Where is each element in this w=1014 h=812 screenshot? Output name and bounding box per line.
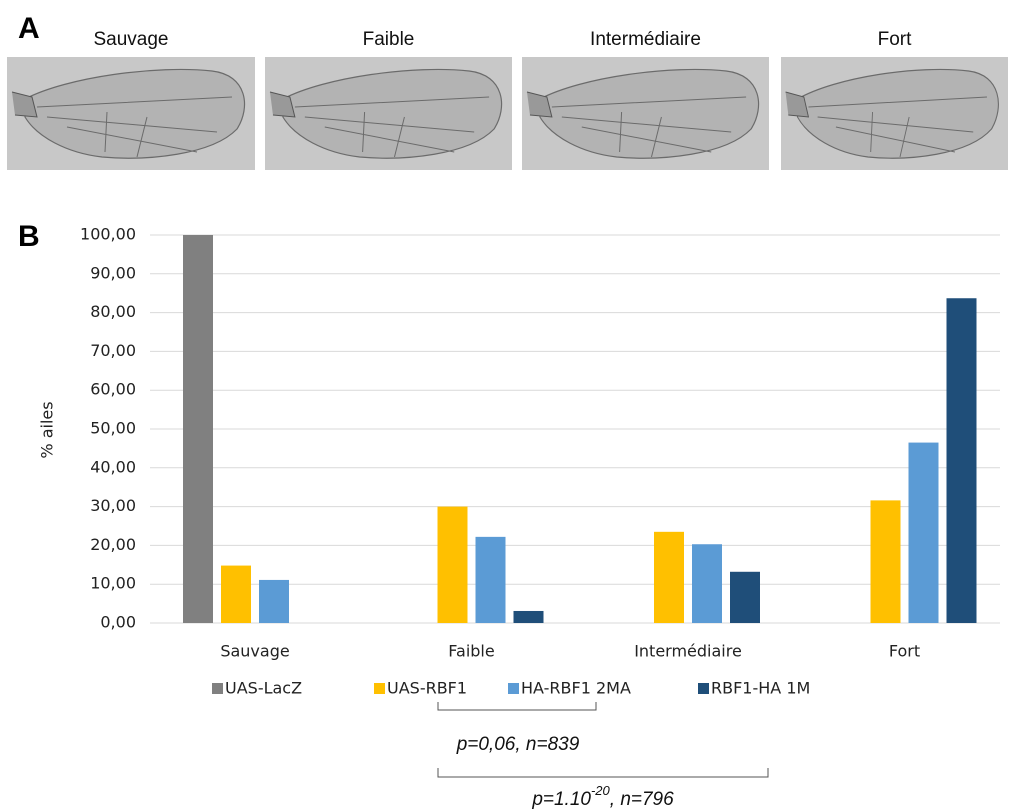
wing-veins (36, 96, 233, 158)
wing-shape (796, 68, 999, 159)
wing-shape (282, 68, 503, 159)
wing-shape (24, 68, 245, 159)
wing-hinge (526, 91, 553, 118)
wing (526, 68, 760, 159)
annotation: p=1.10-20, n=796 (531, 783, 674, 810)
wing (11, 68, 245, 159)
wing-hinge (11, 91, 38, 118)
bracket (437, 702, 597, 711)
legend-swatch (508, 683, 519, 694)
panel-label: B (18, 220, 40, 253)
bracket (437, 768, 769, 778)
y-tick-label: 40,00 (90, 457, 136, 476)
bar (437, 506, 468, 623)
bar (475, 536, 506, 623)
legend-swatch (698, 683, 709, 694)
y-tick-label: 100,00 (80, 225, 136, 244)
wing-veins (808, 96, 987, 158)
bar (259, 579, 289, 623)
annotation-suffix: , n=796 (610, 789, 674, 810)
wing-shape (539, 68, 760, 159)
annotation-text: p=1.10 (531, 789, 591, 810)
x-tick-label: Intermédiaire (634, 642, 742, 661)
wing-hinge (785, 91, 810, 118)
wing (785, 68, 999, 159)
legend-label: HA-RBF1 2MA (521, 679, 631, 698)
legend-label: UAS-RBF1 (387, 679, 467, 698)
bar (908, 442, 939, 623)
y-tick-label: 70,00 (90, 341, 136, 360)
image-title: Fort (878, 29, 913, 50)
y-tick-label: 60,00 (90, 380, 136, 399)
y-tick-label: 20,00 (90, 535, 136, 554)
bar (946, 298, 977, 623)
legend-swatch (212, 683, 223, 694)
bar (183, 235, 213, 623)
bar (870, 500, 901, 623)
legend-label: RBF1-HA 1M (711, 679, 810, 698)
bar (513, 610, 544, 623)
bar (692, 544, 722, 623)
x-tick-label: Fort (889, 642, 920, 661)
x-tick-label: Sauvage (220, 642, 289, 661)
annotation-superscript: -20 (591, 783, 611, 798)
panel-label: A (18, 12, 40, 45)
wing-veins (294, 96, 490, 158)
annotation: p=0,06, n=839 (456, 734, 580, 755)
wing-veins (551, 96, 747, 158)
y-tick-label: 10,00 (90, 574, 136, 593)
y-tick-label: 50,00 (90, 419, 136, 438)
y-tick-label: 30,00 (90, 496, 136, 515)
image-title: Faible (363, 29, 415, 50)
bar (221, 565, 251, 623)
bar (730, 571, 760, 623)
legend-swatch (374, 683, 385, 694)
legend-label: UAS-LacZ (225, 679, 302, 698)
x-tick-label: Faible (448, 642, 494, 661)
y-axis-label: % ailes (38, 401, 57, 458)
wing-hinge (269, 91, 296, 118)
image-title: Intermédiaire (590, 29, 701, 50)
wing (269, 68, 503, 159)
bar (654, 531, 684, 623)
y-tick-label: 80,00 (90, 302, 136, 321)
y-tick-label: 0,00 (100, 613, 136, 632)
y-tick-label: 90,00 (90, 263, 136, 282)
image-title: Sauvage (93, 29, 168, 50)
